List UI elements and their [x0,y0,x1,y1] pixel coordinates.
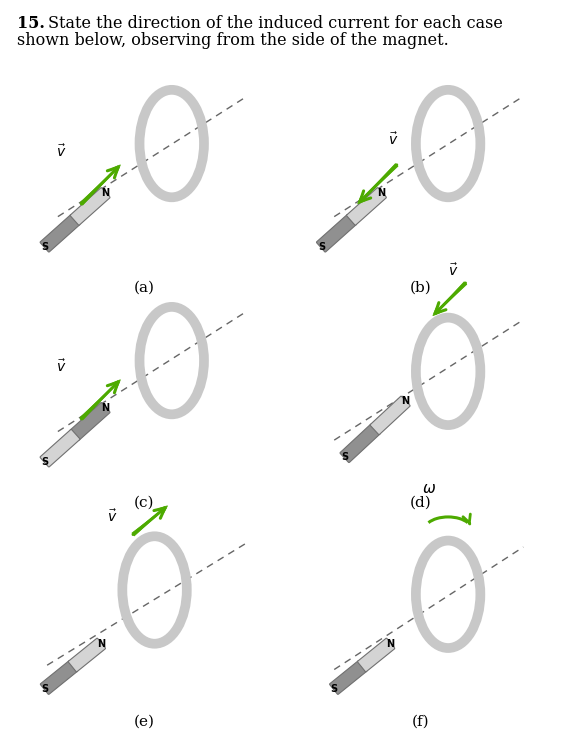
FancyBboxPatch shape [316,215,356,252]
FancyBboxPatch shape [70,403,110,440]
Text: $\vec{v}$: $\vec{v}$ [107,509,118,526]
FancyBboxPatch shape [40,215,80,252]
Text: S: S [341,452,349,462]
Text: S: S [318,242,325,252]
Text: (d): (d) [409,496,431,510]
FancyBboxPatch shape [346,188,386,225]
Text: 15.: 15. [17,15,45,32]
Text: (e): (e) [133,715,155,728]
FancyBboxPatch shape [41,661,77,694]
Text: (c): (c) [134,496,154,510]
Text: N: N [386,639,394,648]
Text: (b): (b) [409,281,431,295]
FancyBboxPatch shape [40,430,80,467]
Text: (a): (a) [133,281,155,295]
Text: N: N [101,403,109,413]
FancyBboxPatch shape [329,661,367,694]
FancyBboxPatch shape [68,638,105,672]
Text: (f): (f) [411,715,429,728]
FancyBboxPatch shape [358,638,395,672]
Text: State the direction of the induced current for each case: State the direction of the induced curre… [48,15,503,32]
Text: N: N [101,188,109,198]
Text: S: S [41,457,49,467]
Text: shown below, observing from the side of the magnet.: shown below, observing from the side of … [17,32,449,49]
Text: S: S [41,242,49,252]
Text: $\vec{v}$: $\vec{v}$ [56,144,66,161]
Text: N: N [377,188,386,198]
Text: $\vec{v}$: $\vec{v}$ [56,359,66,375]
FancyBboxPatch shape [340,424,380,462]
Text: S: S [331,684,338,694]
Text: N: N [97,639,105,648]
Text: S: S [41,684,49,694]
Text: $\vec{v}$: $\vec{v}$ [448,262,459,279]
Text: $\vec{v}$: $\vec{v}$ [388,131,398,148]
Text: N: N [401,397,409,406]
FancyBboxPatch shape [370,396,410,434]
FancyBboxPatch shape [70,188,110,225]
Text: $\omega$: $\omega$ [422,482,436,496]
